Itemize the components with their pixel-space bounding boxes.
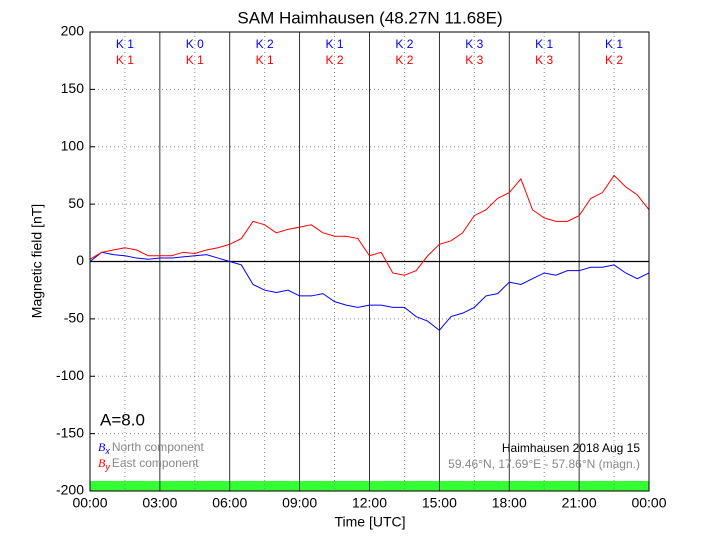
legend-entry: By East component [98,456,199,473]
x-tick-label: 12:00 [352,495,387,511]
k-index-east: K 1 [116,53,134,67]
y-tick-label: 150 [61,80,85,96]
coords-note: 59.46°N, 17.69°E - 57.86°N (magn.) [448,457,640,471]
k-index-east: K 2 [605,53,623,67]
legend-symbol: B [98,440,106,454]
y-tick-label: -100 [56,367,84,383]
legend-subscript: x [104,446,110,456]
x-tick-label: 15:00 [422,495,457,511]
x-tick-label: 06:00 [212,495,247,511]
y-tick-label: 50 [68,195,84,211]
y-tick-label: -150 [56,424,84,440]
x-tick-label: 21:00 [562,495,597,511]
x-tick-label: 00:00 [631,495,666,511]
k-index-north: K 2 [395,37,413,51]
x-tick-label: 03:00 [142,495,177,511]
k-index-north: K 1 [535,37,553,51]
k-index-east: K 2 [395,53,413,67]
legend-entry: Bx North component [98,440,205,457]
plot-frame [89,31,650,492]
x-tick-label: 00:00 [72,495,107,511]
y-tick-label: -50 [64,310,84,326]
y-tick-label: 100 [61,137,85,153]
legend-symbol: B [98,456,106,470]
chart-title: SAM Haimhausen (48.27N 11.68E) [237,8,502,27]
legend-text: East component [112,456,199,470]
x-tick-label: 09:00 [282,495,317,511]
x-axis-label: Time [UTC] [334,514,405,530]
k-index-east: K 3 [535,53,553,67]
k-index-east: K 3 [465,53,483,67]
k-index-north: K 3 [465,37,483,51]
k-index-north: K 1 [326,37,344,51]
legend-subscript: y [104,462,110,472]
k-index-east: K 1 [256,53,274,67]
a-index: A=8.0 [100,410,145,429]
y-tick-label: 200 [61,23,85,39]
k-index-east: K 1 [186,53,204,67]
k-index-north: K 1 [605,37,623,51]
data-line [89,174,650,276]
k-index-east: K 2 [326,53,344,67]
data-line [89,251,650,332]
x-tick-label: 18:00 [492,495,527,511]
k-index-north: K 2 [256,37,274,51]
y-axis-label: Magnetic field [nT] [29,204,45,318]
legend-text: North component [112,440,205,454]
station-note: Haimhausen 2018 Aug 15 [502,441,640,455]
y-tick-label: 0 [76,252,84,268]
k-index-north: K 1 [116,37,134,51]
k-index-north: K 0 [186,37,204,51]
y-tick-label: -200 [56,482,84,498]
